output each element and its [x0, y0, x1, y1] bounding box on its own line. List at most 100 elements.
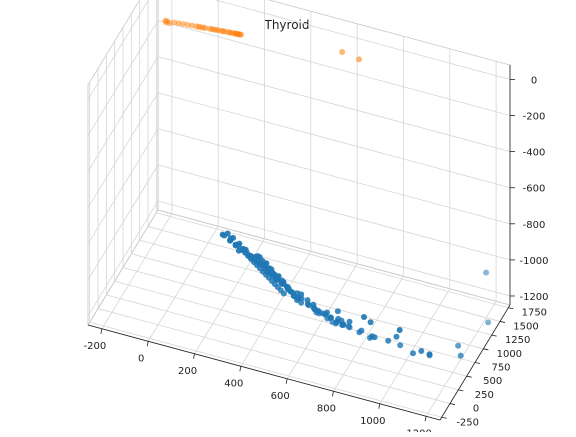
y-tick-label: 750 — [491, 363, 510, 374]
x-tick-label: 200 — [178, 366, 197, 377]
grid-line-y-floor — [106, 294, 459, 391]
x-tick-mark — [193, 353, 195, 359]
y-tick-mark — [508, 307, 514, 310]
data-point-series-1 — [361, 314, 367, 320]
data-point-series-1 — [483, 269, 490, 276]
data-point-series-1 — [410, 350, 416, 357]
data-point-series-1 — [324, 315, 331, 322]
y-tick-mark — [466, 375, 472, 378]
data-point-series-1 — [310, 301, 317, 308]
y-tick-mark — [499, 321, 506, 323]
data-point-series-1 — [285, 285, 292, 292]
data-point-series-1 — [485, 319, 492, 326]
data-point-series-2 — [220, 28, 227, 35]
data-point-series-2 — [213, 27, 220, 33]
y-tick-label: 250 — [475, 390, 494, 401]
grid-line-y-floor — [156, 212, 509, 309]
data-point-series-2 — [236, 31, 243, 38]
data-point-series-1 — [280, 279, 287, 286]
data-point-series-2 — [166, 20, 173, 27]
data-point-series-1 — [221, 232, 228, 239]
data-point-series-1 — [397, 342, 404, 349]
y-tick-mark — [491, 334, 497, 337]
grid-line-z-back — [157, 164, 511, 261]
data-point-series-1 — [367, 319, 374, 326]
data-point-series-1 — [358, 327, 365, 334]
data-point-series-1 — [298, 299, 305, 306]
grid-line-z-left — [87, 200, 159, 317]
z-tick-label: 0 — [531, 75, 537, 86]
z-tick-label: -400 — [523, 148, 546, 159]
data-point-series-1 — [340, 321, 347, 328]
x-tick-label: 400 — [224, 378, 243, 389]
grid-line-z-left — [87, 56, 159, 172]
x-tick-label: -200 — [84, 341, 107, 352]
y-tick-mark — [483, 348, 489, 351]
y-tick-mark — [458, 389, 464, 392]
data-point-series-1 — [275, 273, 282, 280]
grid-line-z-left — [87, 92, 159, 208]
data-point-series-1 — [290, 289, 297, 296]
data-point-series-1 — [393, 333, 400, 340]
x-tick-label: 1000 — [360, 416, 385, 427]
data-point-series-1 — [371, 334, 378, 341]
data-point-series-1 — [457, 352, 464, 359]
chart-title: Thyroid — [264, 18, 310, 32]
grid-lines — [87, 0, 511, 418]
data-point-series-2 — [339, 49, 346, 55]
grid-line-z-left — [87, 164, 159, 281]
data-point-series-1 — [334, 308, 341, 315]
y-tick-label: 1250 — [505, 335, 530, 346]
grid-line-y-floor — [114, 280, 467, 377]
grid-line-z-left — [87, 0, 149, 100]
data-point-series-1 — [268, 266, 275, 273]
grid-line-z-back — [157, 20, 511, 116]
tick-labels: -200 0 200 400 600 800 1000 1200 -250 0 250 500 750 1… — [84, 75, 549, 437]
grid-line-y-floor — [122, 267, 476, 363]
left-pane — [87, 0, 159, 327]
x-tick-mark — [239, 366, 242, 372]
data-point-series-1 — [324, 309, 330, 316]
grid-line-z-back — [157, 92, 511, 189]
data-point-series-1 — [319, 310, 326, 317]
x-tick-mark — [332, 391, 334, 397]
data-point-series-1 — [304, 297, 311, 304]
data-point-series-2 — [195, 23, 202, 30]
data-point-series-1 — [346, 318, 353, 325]
grid-line-y-floor — [97, 308, 451, 404]
x-tick-mark — [285, 378, 288, 384]
x-tick-label: 600 — [271, 391, 290, 402]
data-point-series-2 — [200, 24, 207, 31]
x-tick-mark — [146, 341, 149, 347]
y-tick-mark — [449, 403, 456, 405]
x-tick-mark — [100, 328, 103, 334]
z-tick-label: -800 — [523, 220, 546, 231]
x-tick-mark — [424, 416, 427, 422]
grid-line-z-back — [157, 200, 511, 297]
grid-line-z-back — [157, 56, 511, 153]
y-tick-label: 1000 — [497, 349, 522, 360]
grid-line-y-floor — [139, 239, 492, 336]
y-tick-label: 500 — [483, 376, 502, 387]
data-point-series-1 — [263, 260, 270, 267]
data-point-series-1 — [227, 235, 234, 242]
z-tick-label: -600 — [523, 184, 546, 195]
y-tick-label: 1500 — [513, 321, 538, 332]
x-tick-mark — [378, 403, 381, 409]
data-point-series-1 — [418, 348, 425, 354]
grid-line-z-left — [87, 20, 159, 136]
x-tick-label: 1200 — [406, 428, 431, 432]
data-points — [162, 17, 492, 359]
data-point-series-1 — [396, 327, 403, 333]
grid-line-y-floor — [89, 321, 442, 418]
data-point-series-1 — [426, 352, 433, 359]
data-point-series-1 — [346, 324, 353, 331]
z-tick-label: -1200 — [519, 292, 548, 303]
y-tick-mark — [474, 362, 481, 364]
z-tick-label: -1000 — [519, 256, 548, 267]
data-point-series-2 — [356, 56, 362, 63]
grid-line-z-left — [87, 128, 159, 245]
data-point-series-1 — [280, 290, 287, 297]
data-point-series-1 — [329, 319, 336, 325]
